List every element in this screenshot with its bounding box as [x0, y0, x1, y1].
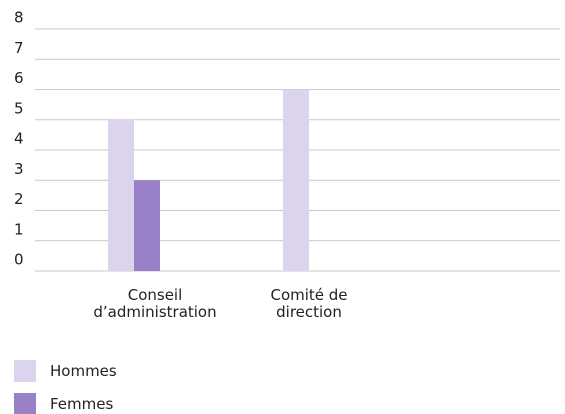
bar: [283, 89, 309, 271]
y-tick-label: 0: [14, 251, 24, 269]
y-tick-label: 3: [14, 160, 24, 178]
legend-label: Femmes: [50, 395, 114, 413]
bar: [134, 180, 160, 271]
bar: [108, 119, 134, 271]
y-tick-label: 4: [14, 130, 24, 148]
y-tick-label: 8: [14, 9, 24, 27]
x-tick-label: Comité de direction: [270, 286, 348, 321]
legend-swatch: [14, 393, 36, 414]
y-tick-label: 2: [14, 190, 24, 208]
y-tick-label: 5: [14, 99, 24, 117]
legend-label: Hommes: [50, 362, 117, 380]
y-tick-label: 7: [14, 39, 24, 57]
x-tick-label: Conseil d’administration: [93, 286, 217, 321]
legend-swatch: [14, 360, 36, 382]
y-tick-label: 6: [14, 69, 24, 87]
y-tick-label: 1: [14, 220, 24, 238]
